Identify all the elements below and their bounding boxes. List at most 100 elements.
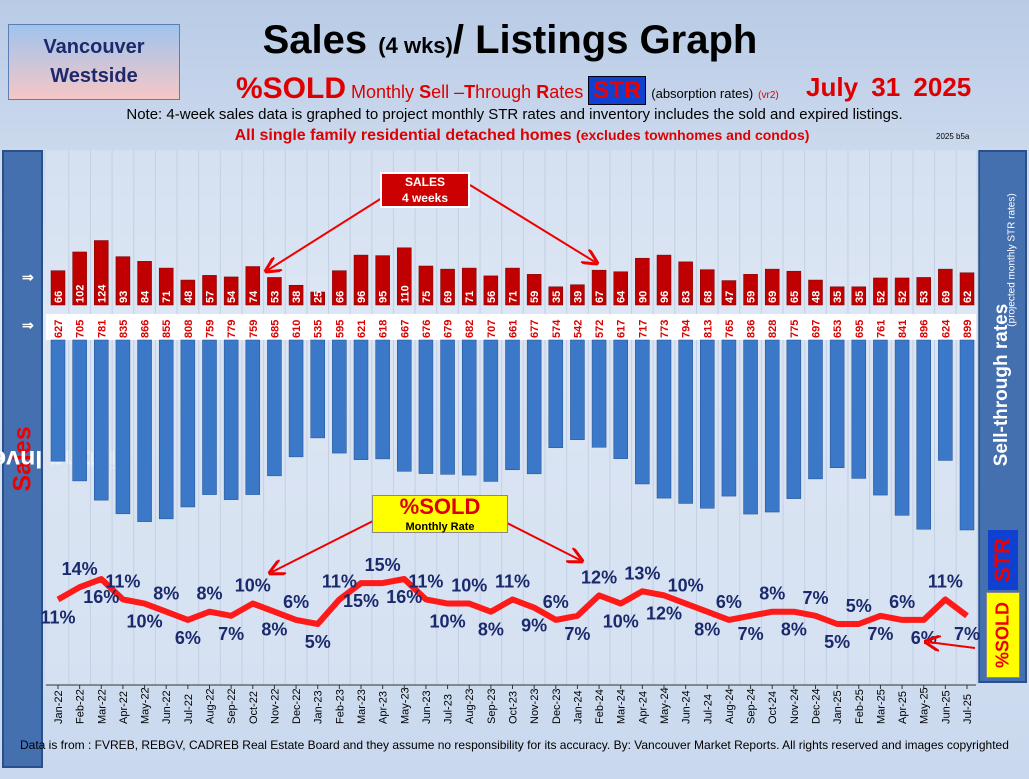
sold-label: 7% <box>867 624 893 644</box>
listing-label: 621 <box>356 320 368 338</box>
listing-bar <box>310 339 325 439</box>
sold-label: 7% <box>564 624 590 644</box>
listing-label: 697 <box>811 320 823 338</box>
listing-bar <box>505 339 520 471</box>
listing-label: 808 <box>183 320 195 338</box>
sales-arrow-icon: ⇒ <box>22 269 34 285</box>
x-tick-label: Jan-25 <box>832 690 844 724</box>
listing-bar <box>418 339 434 474</box>
sales-bar <box>721 280 737 306</box>
sold-label: 10% <box>451 576 487 596</box>
sold-line <box>56 576 969 627</box>
sales-label: 53 <box>269 291 281 303</box>
sold-label: 14% <box>62 559 98 579</box>
x-tick-label: Dec-24 <box>811 689 823 724</box>
x-tick-label: Aug-24 <box>724 689 736 724</box>
sold-label: 11% <box>40 607 75 627</box>
x-tick-label: Nov-23 <box>529 689 541 724</box>
x-tick-label: May-25 <box>919 687 931 724</box>
x-tick-label: Oct-24 <box>767 691 779 724</box>
listing-bar <box>440 339 455 475</box>
x-tick-label: Sep-22 <box>226 689 238 724</box>
sales-bar <box>526 274 542 306</box>
listing-bar <box>115 339 131 515</box>
sales-bar <box>635 257 650 306</box>
sales-bar <box>94 240 109 306</box>
sales-label: 93 <box>118 291 130 303</box>
x-tick-label: Apr-25 <box>897 691 909 724</box>
listing-label-band <box>46 314 976 340</box>
sold-label: 15% <box>365 555 401 575</box>
sales-label: 66 <box>334 291 346 303</box>
x-tick-label: Dec-23 <box>551 689 563 724</box>
x-tick-label: Mar-24 <box>616 689 628 724</box>
listing-label: 572 <box>594 320 606 338</box>
sales-bar <box>158 267 174 306</box>
x-tick-label: Feb-24 <box>594 689 606 724</box>
listing-label: 677 <box>529 320 541 338</box>
sold-label: 6% <box>716 592 742 612</box>
sales-label: 53 <box>919 291 931 303</box>
sales-label: 64 <box>616 290 628 303</box>
listing-label: 679 <box>443 320 455 338</box>
x-tick-label: Apr-24 <box>637 691 649 724</box>
sold-callout-1: %SOLD <box>399 494 481 519</box>
sub-text2: ell – <box>431 82 465 102</box>
listing-bar <box>526 339 542 475</box>
sales-bar <box>418 265 434 306</box>
sold-label: 11% <box>408 571 443 591</box>
listing-bar <box>137 339 152 522</box>
x-tick-label: Nov-24 <box>789 689 801 724</box>
sales-bar <box>786 270 802 306</box>
listing-bar <box>50 339 66 462</box>
x-tick-label: Dec-22 <box>291 689 303 724</box>
listing-label: 855 <box>161 320 173 338</box>
listing-bar <box>656 339 672 499</box>
listing-bar <box>700 339 715 509</box>
sold-label: 7% <box>738 624 764 644</box>
listing-label: 765 <box>724 320 736 338</box>
listing-label: 707 <box>486 320 498 338</box>
sales-label: 47 <box>724 291 736 303</box>
listing-label: 896 <box>919 320 931 338</box>
x-tick-label: Nov-22 <box>269 689 281 724</box>
listing-bar <box>613 339 628 459</box>
sales-bar <box>873 277 888 306</box>
listing-bar <box>570 339 585 440</box>
listing-label: 835 <box>118 320 130 338</box>
x-tick-label: Apr-22 <box>118 691 130 724</box>
sales-bar <box>375 255 390 306</box>
listing-label: 866 <box>140 320 152 338</box>
subtitle: %SOLD Monthly Sell –Through Rates STR (a… <box>236 72 779 106</box>
sold-label: 8% <box>478 620 504 640</box>
sales-label: 71 <box>508 291 520 303</box>
sales-label: 84 <box>140 290 152 303</box>
sold-label: 8% <box>261 620 287 640</box>
x-tick-label: Feb-23 <box>334 689 346 724</box>
note: Note: 4-week sales data is graphed to pr… <box>126 106 903 123</box>
sold-label: 8% <box>196 584 222 604</box>
sales-bar <box>678 261 693 306</box>
x-tick-label: Jun-25 <box>940 690 952 724</box>
sold-label: 6% <box>889 592 915 612</box>
listing-bar <box>158 339 174 520</box>
listing-label: 781 <box>96 320 108 338</box>
listing-label: 717 <box>637 320 649 338</box>
sales-label: 52 <box>875 291 887 303</box>
sold-label: %SOLD <box>236 72 347 105</box>
sales-bar <box>50 270 66 306</box>
x-tick-label: Jul-24 <box>702 694 714 724</box>
sales-bar <box>829 286 845 306</box>
x-tick-label: Oct-23 <box>508 691 520 724</box>
sales-label: 69 <box>940 291 952 303</box>
sold-label: 8% <box>153 584 179 604</box>
listing-bar <box>353 339 369 460</box>
listing-bar <box>743 339 758 515</box>
sold-label: 6% <box>175 628 201 648</box>
listing-bar <box>916 339 931 530</box>
listing-label: 624 <box>940 319 952 338</box>
listing-bar <box>764 339 780 513</box>
sales-label: 48 <box>811 291 823 303</box>
sold-callout-2: Monthly Rate <box>405 521 475 533</box>
